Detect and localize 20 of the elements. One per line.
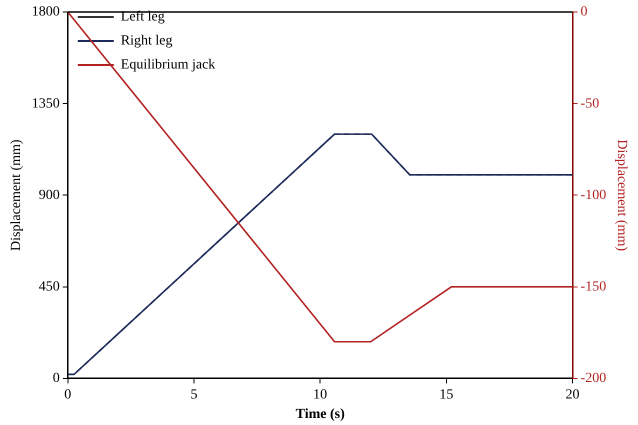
x-tick-label: 5 [190, 387, 198, 402]
y2-axis-title: Displacement (mm) [614, 139, 629, 252]
y2-tick-label: 0 [580, 4, 588, 20]
legend-label: Equilibrium jack [120, 58, 216, 73]
x-tick-label: 0 [64, 387, 72, 402]
x-axis-title: Time (s) [296, 407, 346, 422]
x-tick-label: 20 [566, 387, 580, 402]
y-tick-label: 1350 [32, 96, 60, 112]
y-axis-title: Displacement (mm) [9, 139, 24, 251]
y2-tick-label: -50 [580, 96, 600, 112]
y2-tick-label: -100 [580, 188, 606, 203]
x-tick-label: 15 [439, 387, 454, 402]
y-tick-label: 900 [38, 188, 60, 203]
y-tick-label: 1800 [32, 4, 60, 20]
y-tick-label: 450 [38, 279, 60, 294]
legend-label: Right leg [120, 34, 173, 49]
x-tick-label: 10 [313, 387, 328, 402]
y-tick-label: 0 [52, 371, 60, 386]
y2-tick-label: -200 [580, 371, 606, 386]
y2-tick-label: -150 [580, 279, 606, 294]
